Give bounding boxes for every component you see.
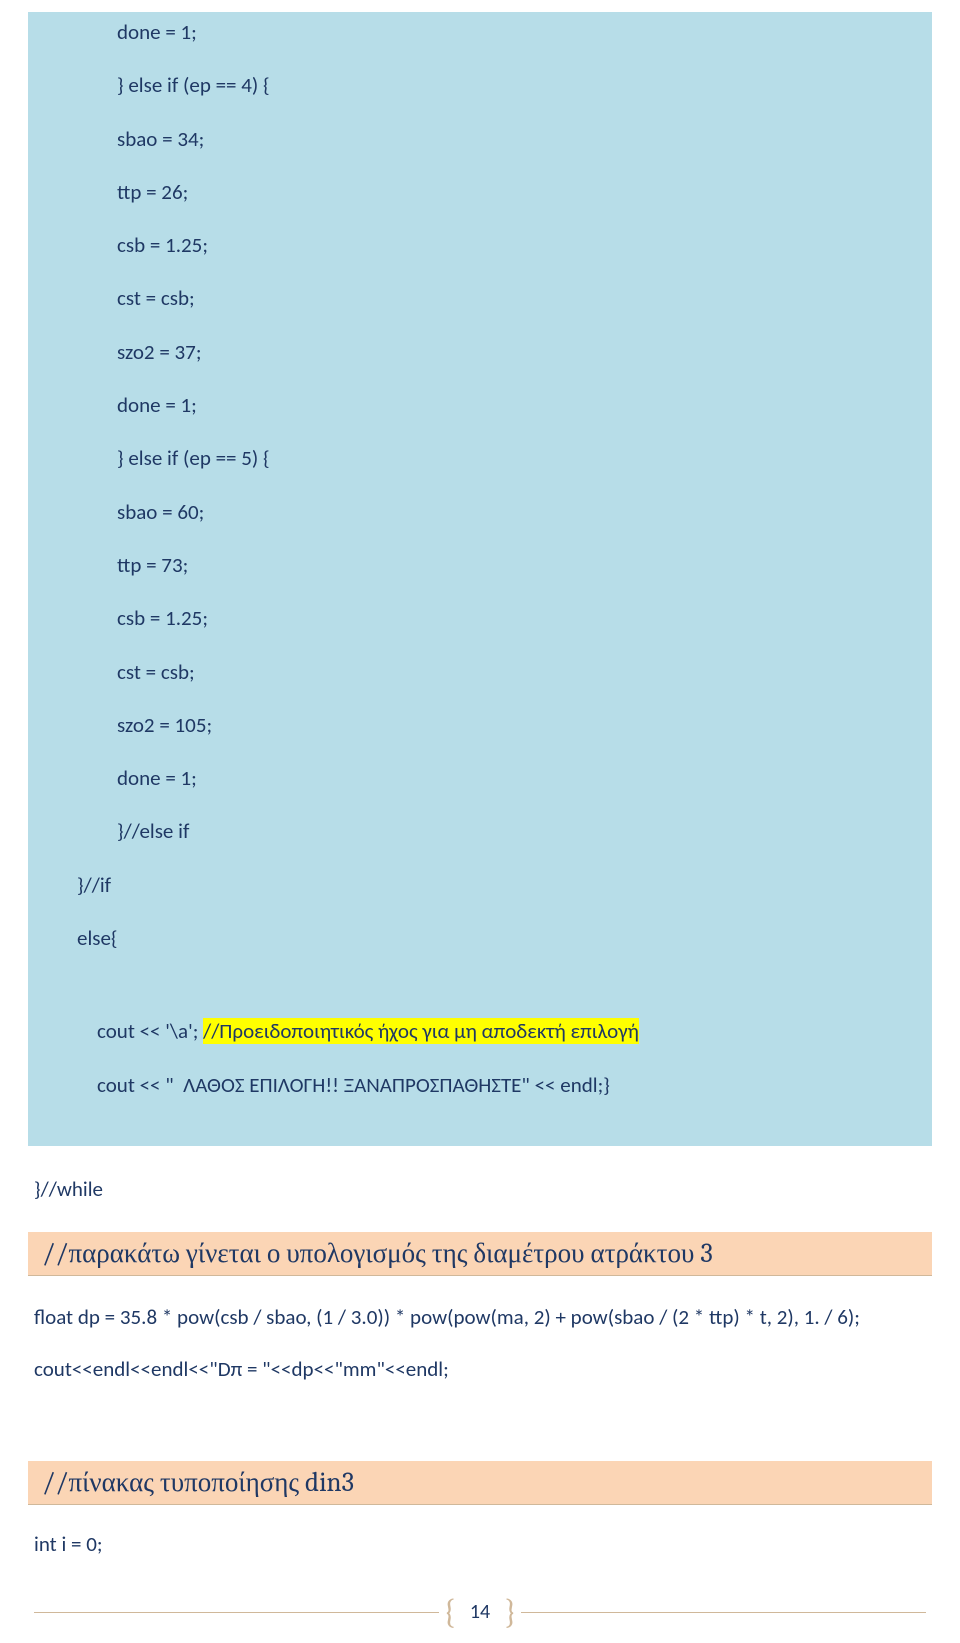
code-line: done = 1; — [37, 19, 923, 46]
code-line: ttp = 26; — [37, 179, 923, 206]
code-line: szo2 = 105; — [37, 712, 923, 739]
code-after-banner-1: float dp = 35.8 * pow(csb / sbao, (1 / 3… — [34, 1300, 932, 1387]
section-banner-2: //πίνακας τυποποίησης din3 — [28, 1461, 932, 1505]
code-block: done = 1; } else if (ep == 4) { sbao = 34;… — [28, 12, 932, 1146]
footer-line-left — [34, 1612, 439, 1613]
code-line: ttp = 73; — [37, 552, 923, 579]
code-line: done = 1; — [37, 392, 923, 419]
code-line: sbao = 60; — [37, 499, 923, 526]
code-line: }//else if — [37, 818, 923, 845]
code-after-banner-2: int i = 0; — [34, 1531, 932, 1557]
section-banner-1: //παρακάτω γίνεται ο υπολογισμός της δια… — [28, 1232, 932, 1276]
code-line: csb = 1.25; — [37, 605, 923, 632]
code-line: cout<<endl<<endl<<"Dπ = "<<dp<<"mm"<<end… — [34, 1352, 932, 1388]
brace-right-icon: } — [500, 1595, 521, 1629]
code-line: cout << '\a'; //Προειδοποιητικός ήχος γι… — [37, 1018, 923, 1045]
code-line: done = 1; — [37, 765, 923, 792]
code-line: csb = 1.25; — [37, 232, 923, 259]
brace-left-icon: { — [439, 1595, 460, 1629]
footer-line-right — [521, 1612, 926, 1613]
code-line: }//if — [37, 872, 923, 899]
code-line: szo2 = 37; — [37, 339, 923, 366]
code-while-close: }//while — [34, 1176, 932, 1202]
page-footer: { 14 } — [0, 1595, 960, 1629]
highlight-comment: //Προειδοποιητικός ήχος για μη αποδεκτή … — [203, 1018, 639, 1044]
code-line: } else if (ep == 4) { — [37, 72, 923, 99]
code-line: sbao = 34; — [37, 126, 923, 153]
code-line: cout << " ΛΑΘΟΣ ΕΠΙΛΟΓΗ!! ΞΑΝΑΠΡΟΣΠΑΘΗΣΤ… — [37, 1072, 923, 1099]
code-line: else{ — [37, 925, 923, 952]
code-line: cst = csb; — [37, 285, 923, 312]
code-line: cst = csb; — [37, 659, 923, 686]
code-line: float dp = 35.8 * pow(csb / sbao, (1 / 3… — [34, 1300, 932, 1336]
code-line: } else if (ep == 5) { — [37, 445, 923, 472]
page-number: 14 — [460, 1600, 500, 1624]
